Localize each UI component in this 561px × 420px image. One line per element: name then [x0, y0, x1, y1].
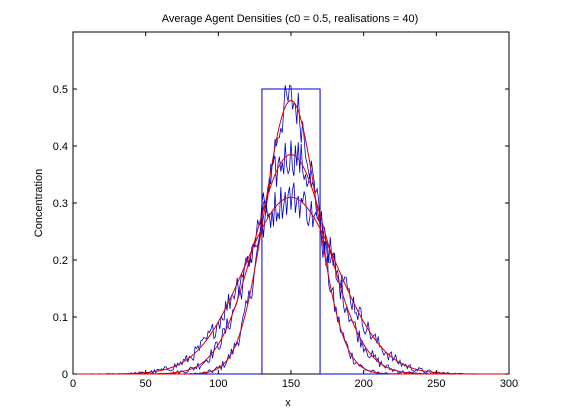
axis-ticks-layer: 0 50 100 150 200 250 300 0 0.1 0.2 0.3 0.4 0.5	[53, 32, 518, 390]
x-tick-label: 250	[427, 378, 445, 390]
y-tick-label: 0	[62, 369, 68, 381]
x-tick-label: 50	[140, 378, 152, 390]
y-tick-label: 0.2	[53, 255, 68, 267]
y-tick-label: 0.3	[53, 198, 68, 210]
y-tick-label: 0.1	[53, 312, 68, 324]
x-tick-label: 200	[354, 378, 372, 390]
x-axis-label: x	[285, 397, 291, 409]
x-tick-label: 300	[500, 378, 518, 390]
x-tick-label: 150	[282, 378, 300, 390]
y-tick-label: 0.4	[53, 141, 68, 153]
axes-frame	[72, 31, 510, 375]
y-tick-label: 0.5	[53, 84, 68, 96]
plot-area: 0 50 100 150 200 250 300 0 0.1 0.2 0.3 0.4 0.5	[53, 31, 518, 390]
y-axis-label: Concentration	[33, 169, 45, 238]
chart-title: Average Agent Densities (c0 = 0.5, reali…	[162, 13, 419, 25]
x-tick-label: 100	[209, 378, 227, 390]
x-tick-label: 0	[70, 378, 76, 390]
